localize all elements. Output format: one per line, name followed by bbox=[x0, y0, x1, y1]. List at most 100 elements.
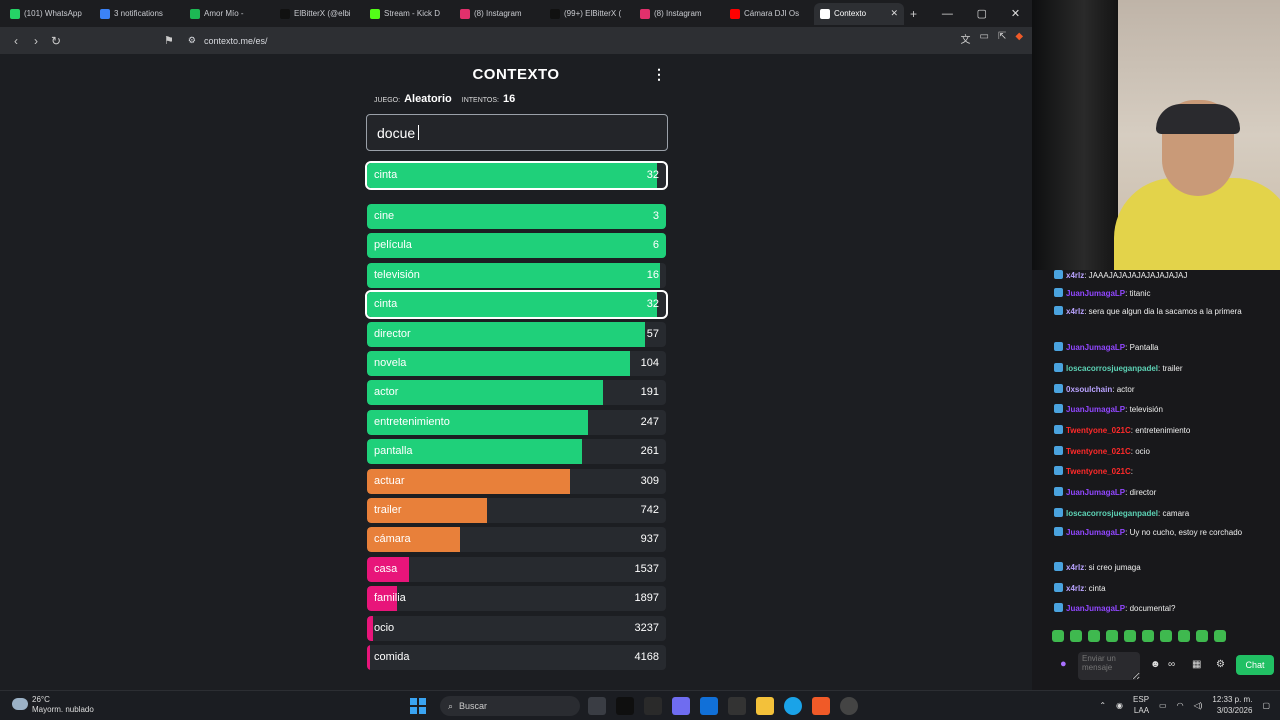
browser-toolbar: ‹ › ↻ ⚑ ⚙ contexto.me/es/ bbox=[0, 27, 1032, 54]
emote-icon[interactable] bbox=[1214, 630, 1226, 642]
chat-username[interactable]: JuanJumagaLP bbox=[1066, 343, 1126, 352]
lang-primary: ESP bbox=[1133, 695, 1150, 704]
wifi-icon[interactable]: ◠ bbox=[1176, 700, 1184, 710]
kebab-menu-icon[interactable]: ⋮ bbox=[652, 66, 666, 82]
site-settings-icon[interactable]: ⚙ bbox=[187, 35, 196, 45]
weather-widget[interactable]: 26°C Mayorm. nublado bbox=[12, 695, 94, 715]
tab-label: Stream - Kick D bbox=[384, 9, 441, 18]
chat-username[interactable]: x4rlz bbox=[1066, 584, 1085, 593]
brave-icon[interactable] bbox=[812, 697, 830, 715]
clock[interactable]: 12:33 p. m. 3/03/2026 bbox=[1212, 694, 1252, 716]
search-icon: ⌕ bbox=[448, 700, 454, 711]
guess-fill bbox=[367, 204, 666, 229]
emote-icon[interactable] bbox=[1070, 630, 1082, 642]
back-icon[interactable]: ‹ bbox=[14, 33, 18, 48]
tray-app-icon[interactable]: ◉ bbox=[1116, 700, 1124, 710]
chat-username[interactable]: 0xsoulchain bbox=[1066, 385, 1113, 394]
brave-shield-icon[interactable]: ◆ bbox=[1015, 31, 1024, 42]
chat-username[interactable]: loscacorrosjueganpadel bbox=[1066, 509, 1159, 518]
guess-row: trailer 742 bbox=[367, 498, 666, 523]
store-icon[interactable]: ▦ bbox=[1192, 659, 1202, 670]
edge-icon[interactable] bbox=[784, 697, 802, 715]
guess-word: trailer bbox=[374, 504, 402, 516]
chat-infinity-icon[interactable]: ∞ bbox=[1168, 659, 1176, 670]
notifications-icon[interactable]: ▢ bbox=[1262, 700, 1270, 710]
browser-tab[interactable]: (8) Instagram bbox=[454, 3, 544, 25]
copilot-icon[interactable] bbox=[672, 697, 690, 715]
store-app-icon[interactable] bbox=[700, 697, 718, 715]
chat-send-button[interactable]: Chat bbox=[1236, 655, 1274, 675]
network-icon[interactable]: ▭ bbox=[1159, 700, 1167, 710]
app-icon[interactable] bbox=[616, 697, 634, 715]
new-tab-icon[interactable]: + bbox=[910, 6, 918, 21]
browser-tab[interactable]: ElBitterX (@elbi bbox=[274, 3, 364, 25]
volume-icon[interactable]: ◁) bbox=[1193, 700, 1203, 710]
terminal-icon[interactable] bbox=[728, 697, 746, 715]
chat-username[interactable]: JuanJumagaLP bbox=[1066, 528, 1126, 537]
attempts-label: INTENTOS: bbox=[461, 97, 499, 104]
emote-picker-icon[interactable]: ☻ bbox=[1150, 659, 1161, 670]
chat-username[interactable]: Twentyone_021C bbox=[1066, 447, 1131, 456]
guess-rank: 261 bbox=[640, 445, 659, 458]
chat-username[interactable]: JuanJumagaLP bbox=[1066, 604, 1126, 613]
chat-username[interactable]: x4rlz bbox=[1066, 307, 1085, 316]
emote-icon[interactable] bbox=[1142, 630, 1154, 642]
emote-icon[interactable] bbox=[1196, 630, 1208, 642]
file-explorer-icon[interactable] bbox=[756, 697, 774, 715]
chat-input[interactable] bbox=[1078, 652, 1140, 680]
system-tray: ⌃ ◉ ESP LAA ▭ ◠ ◁) 12:33 p. m. 3/03/2026… bbox=[1099, 694, 1270, 716]
browser-tab[interactable]: (8) Instagram bbox=[634, 3, 724, 25]
emote-icon[interactable] bbox=[1088, 630, 1100, 642]
close-window-icon[interactable]: ✕ bbox=[1010, 8, 1021, 20]
browser-tab[interactable]: (101) WhatsApp bbox=[4, 3, 94, 25]
taskbar-search[interactable]: ⌕ Buscar bbox=[440, 696, 580, 716]
emote-icon[interactable] bbox=[1124, 630, 1136, 642]
chat-message: JuanJumagaLP: titanic bbox=[1054, 288, 1274, 299]
reload-icon[interactable]: ↻ bbox=[50, 33, 62, 48]
guess-fill bbox=[367, 498, 487, 523]
task-view-icon[interactable] bbox=[588, 697, 606, 715]
user-badge-icon bbox=[1054, 363, 1063, 372]
snipping-tool-icon[interactable] bbox=[644, 697, 662, 715]
browser-tab[interactable]: Stream - Kick D bbox=[364, 3, 454, 25]
chat-username[interactable]: x4rlz bbox=[1066, 563, 1085, 572]
browser-tab[interactable]: Cámara DJI Os bbox=[724, 3, 814, 25]
maximize-icon[interactable]: ▢ bbox=[976, 8, 988, 20]
guess-input[interactable] bbox=[366, 114, 668, 151]
chat-settings-icon[interactable]: ⚙ bbox=[1216, 659, 1225, 670]
emote-icon[interactable] bbox=[1178, 630, 1190, 642]
microphone-icon[interactable]: ● bbox=[1060, 658, 1067, 670]
chevron-up-icon[interactable]: ⌃ bbox=[1099, 700, 1107, 710]
guess-rank: 57 bbox=[646, 327, 659, 340]
chat-username[interactable]: JuanJumagaLP bbox=[1066, 405, 1126, 414]
address-bar[interactable]: ⚙ contexto.me/es/ bbox=[188, 31, 768, 51]
tab-close-icon[interactable]: ✕ bbox=[890, 8, 898, 18]
guess-word: novela bbox=[374, 357, 407, 369]
guess-word: director bbox=[374, 327, 411, 340]
language-indicator[interactable]: ESP LAA bbox=[1133, 694, 1149, 716]
chat-username[interactable]: Twentyone_021C bbox=[1066, 467, 1131, 476]
obs-icon[interactable] bbox=[840, 697, 858, 715]
forward-icon[interactable]: › bbox=[34, 33, 38, 48]
browser-tab[interactable]: Amor Mío - bbox=[184, 3, 274, 25]
guess-word: familia bbox=[374, 592, 406, 605]
browser-tab[interactable]: Contexto ✕ bbox=[814, 2, 904, 25]
browser-tab[interactable]: (99+) ElBitterX ( bbox=[544, 3, 634, 25]
minimize-icon[interactable]: — bbox=[941, 7, 953, 20]
translate-icon[interactable]: 文 bbox=[960, 35, 971, 46]
emote-icon[interactable] bbox=[1106, 630, 1118, 642]
chat-text: : Uy no cucho, estoy re corchado bbox=[1125, 528, 1243, 537]
share-icon[interactable]: ⇱ bbox=[997, 31, 1007, 42]
chat-username[interactable]: Twentyone_021C bbox=[1066, 426, 1131, 435]
emote-icon[interactable] bbox=[1160, 630, 1172, 642]
cast-icon[interactable]: ▭ bbox=[979, 31, 989, 42]
emote-icon[interactable] bbox=[1052, 630, 1064, 642]
windows-start-icon[interactable] bbox=[410, 698, 426, 714]
chat-username[interactable]: loscacorrosjueganpadel bbox=[1066, 364, 1159, 373]
bookmark-icon[interactable]: ⚑ bbox=[164, 35, 174, 47]
user-badge-icon bbox=[1054, 603, 1063, 612]
chat-username[interactable]: JuanJumagaLP bbox=[1066, 289, 1126, 298]
chat-username[interactable]: x4rlz bbox=[1066, 271, 1085, 280]
chat-username[interactable]: JuanJumagaLP bbox=[1066, 488, 1126, 497]
browser-tab[interactable]: 3 notifications bbox=[94, 3, 184, 25]
